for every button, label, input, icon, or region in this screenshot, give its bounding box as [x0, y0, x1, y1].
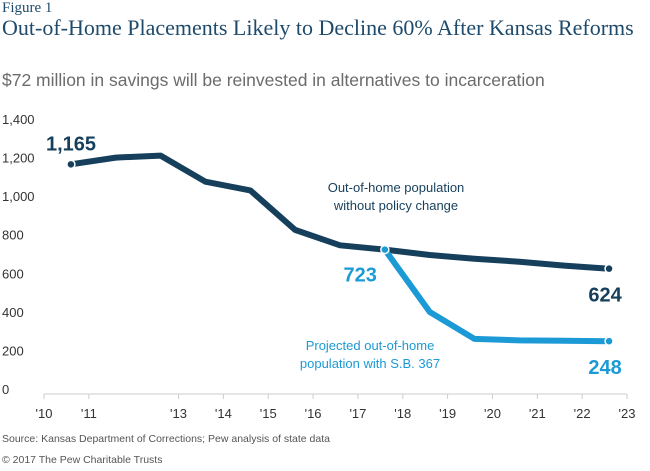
y-tick-label: 1,400	[2, 112, 35, 127]
data-label: 1,165	[46, 133, 96, 155]
data-point-marker	[380, 244, 390, 255]
series-layer	[66, 152, 614, 346]
x-tick-label: '19	[439, 406, 456, 421]
x-tick-label: '11	[81, 406, 97, 421]
source-note: Source: Kansas Department of Corrections…	[2, 433, 330, 445]
chart-subtitle: $72 million in savings will be reinveste…	[2, 70, 545, 90]
chart-title: Out-of-Home Placements Likely to Decline…	[2, 15, 634, 40]
data-point-marker	[66, 159, 76, 170]
series-line-1	[381, 246, 613, 345]
x-tick-label: '23	[619, 406, 636, 421]
series-annotation-line: Projected out-of-home	[306, 338, 435, 353]
y-tick-label: 800	[2, 228, 24, 243]
x-axis: '10 '11 '13 '14 '15 '16 '17 '18 '19 '20 '21 '22 '23	[36, 393, 636, 421]
x-tick-label: '16	[305, 406, 322, 421]
y-tick-label: 1,200	[2, 151, 35, 166]
y-tick-label: 200	[2, 343, 24, 358]
x-tick-label: '22	[574, 406, 591, 421]
copyright-note: © 2017 The Pew Charitable Trusts	[2, 454, 163, 466]
series-annotation-line: without policy change	[333, 198, 458, 213]
y-axis: 0 200 400 600 800 1,000 1,200 1,400	[2, 112, 35, 397]
series-annotation-line: Out-of-home population	[328, 180, 465, 195]
x-tick-label: '17	[349, 406, 366, 421]
series-line-0	[67, 152, 613, 272]
x-tick-label: '21	[529, 406, 546, 421]
x-tick-label: '14	[215, 406, 232, 421]
data-point-marker	[604, 263, 614, 274]
x-tick-label: '18	[394, 406, 411, 421]
y-tick-label: 400	[2, 305, 24, 320]
x-tick-label: '20	[484, 406, 501, 421]
x-tick-label: '15	[260, 406, 277, 421]
data-label: 248	[588, 357, 621, 379]
series-annotation-line: population with S.B. 367	[300, 356, 440, 371]
figure-label: Figure 1	[2, 0, 53, 16]
data-label-layer: 1,165 723 624 248	[46, 133, 623, 379]
x-tick-label: '10	[36, 406, 53, 421]
y-tick-label: 1,000	[2, 189, 35, 204]
y-tick-label: 600	[2, 266, 24, 281]
data-label: 723	[343, 265, 376, 287]
x-tick-label: '13	[170, 406, 187, 421]
y-tick-label: 0	[2, 382, 9, 397]
data-point-marker	[604, 336, 614, 346]
annotation-layer: Out-of-home population without policy cha…	[300, 180, 464, 371]
data-label: 624	[588, 285, 622, 307]
